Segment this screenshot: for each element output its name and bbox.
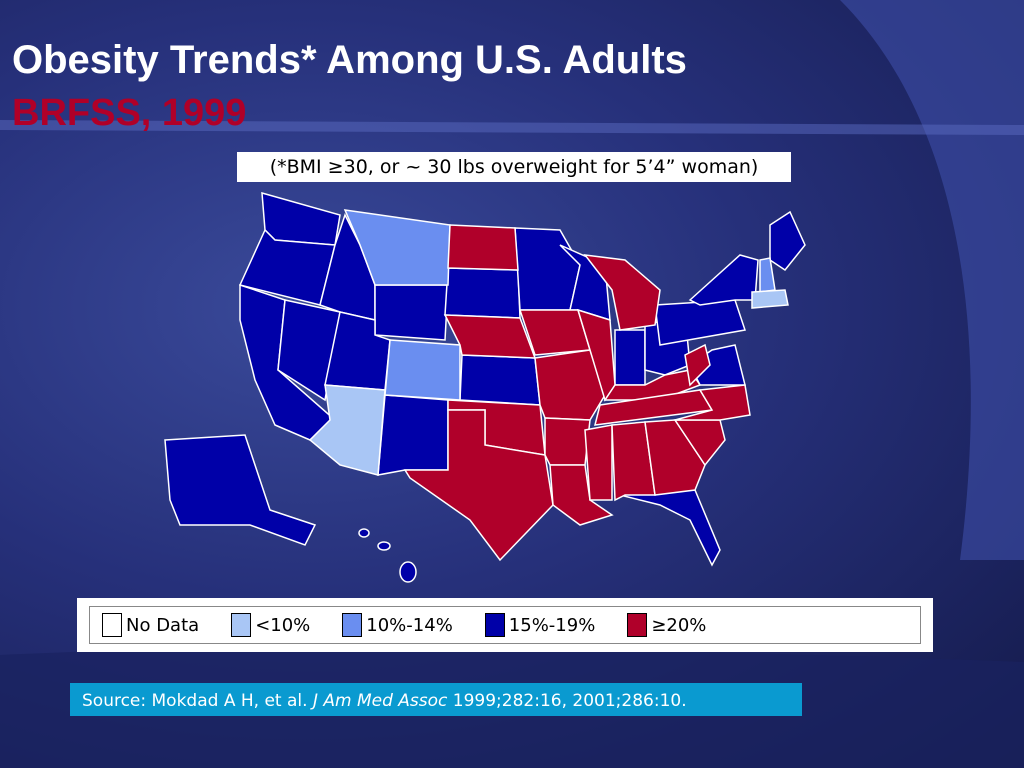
legend-item: 15%-19% bbox=[484, 613, 596, 637]
legend-swatch bbox=[342, 613, 363, 637]
legend-swatch bbox=[484, 613, 505, 637]
legend-label: <10% bbox=[255, 614, 311, 636]
legend-label: ≥20% bbox=[651, 614, 707, 636]
source-prefix: Source: Mokdad A H, et al. bbox=[82, 691, 308, 711]
legend-item: 10%-14% bbox=[342, 613, 453, 637]
legend-swatch bbox=[627, 613, 648, 637]
legend-label: 15%-19% bbox=[508, 614, 596, 636]
note: (*BMI ≥30, or ~ 30 lbs overweight for 5’… bbox=[237, 152, 791, 182]
legend-swatch bbox=[102, 613, 122, 637]
legend-swatch bbox=[231, 613, 252, 637]
legend-item: ≥20% bbox=[627, 613, 706, 637]
source-bar bbox=[70, 683, 802, 716]
legend-label: 10%-14% bbox=[366, 614, 453, 636]
subtitle: BRFSS, 1999 bbox=[12, 92, 247, 134]
legend-label: No Data bbox=[126, 614, 200, 636]
source-suffix: 1999;282:16, 2001;286:10. bbox=[452, 691, 687, 711]
legend-item: No Data bbox=[102, 613, 199, 637]
legend: No Data <10% 10%-14% 15%-19% ≥20% bbox=[77, 598, 933, 652]
source-journal: J Am Med Assoc bbox=[312, 691, 448, 711]
legend-item: <10% bbox=[231, 613, 310, 637]
source: Source: Mokdad A H, et al. J Am Med Asso… bbox=[82, 690, 722, 712]
title: Obesity Trends* Among U.S. Adults bbox=[12, 38, 687, 82]
legend-frame: No Data <10% 10%-14% 15%-19% ≥20% bbox=[89, 606, 921, 644]
